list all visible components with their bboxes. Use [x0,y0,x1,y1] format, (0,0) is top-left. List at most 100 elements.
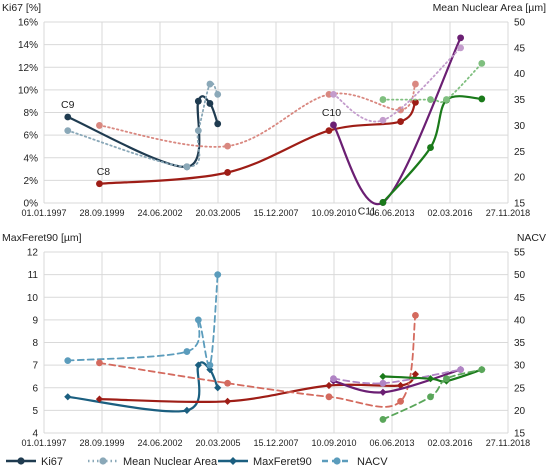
bottom-tick-labels: 45678910111215202530354045505501.01.1997… [21,248,530,449]
data-point [206,361,214,369]
series-line-c8-mean-nuclear-area [98,83,417,148]
y2-tick-label: 20 [514,173,526,184]
y2-tick-label: 50 [514,270,526,281]
y2-tick-label: 35 [514,338,526,349]
data-point [325,127,333,134]
bottom-left-axis-label: MaxFeret90 [µm] [2,232,82,244]
legend-label: Mean Nuclear Area [123,456,218,468]
y2-tick-label: 25 [514,147,526,158]
series-line-c10-ki67 [332,36,462,206]
data-point [64,127,72,134]
y-tick-label: 9 [32,315,38,326]
data-point [96,180,103,188]
y-tick-label: 16% [18,18,38,29]
data-point [96,359,103,367]
bottom-series [64,271,486,423]
data-point [325,393,333,401]
data-point [478,59,486,67]
y-tick-label: 7 [32,361,38,372]
y2-tick-label: 55 [514,248,526,259]
data-point [330,375,337,383]
x-tick-label: 15.12.2007 [253,438,298,448]
y-tick-label: 4 [32,429,38,440]
x-tick-label: 10.09.2010 [311,438,356,448]
legend-swatch-marker [17,457,25,465]
x-tick-label: 01.01.1997 [21,208,66,218]
data-point [397,118,404,125]
data-point [224,142,231,150]
data-point [427,393,434,401]
y-tick-label: 4% [24,153,39,164]
data-point [183,406,191,414]
data-point [397,397,404,405]
top-series [64,34,486,206]
data-point [64,113,72,121]
data-point [412,311,419,319]
legend-swatch-marker [99,457,107,465]
x-tick-label: 02.03.2016 [427,208,472,218]
y-tick-label: 10 [27,293,39,304]
data-point [396,381,405,390]
x-tick-label: 24.06.2002 [137,438,182,448]
legend-swatch-marker [333,457,341,465]
y-tick-label: 6 [32,383,38,394]
y-tick-label: 0% [24,199,39,210]
series-line-c11-maxferet90 [381,368,483,383]
y2-tick-label: 20 [514,406,526,417]
top-panel: Ki67 [%] Mean Nuclear Area [µm] 0% 2% 4% 6%… [2,2,546,218]
series-line-c11-mean-nuclear-area [382,62,483,104]
data-point [426,375,435,383]
data-point [214,120,222,128]
y2-tick-label: 25 [514,383,526,394]
data-point [223,397,232,405]
x-tick-label: 27.11.2018 [486,438,530,448]
y2-tick-label: 15 [514,429,526,440]
top-left-axis-label: Ki67 [%] [2,2,41,14]
data-point [443,96,450,103]
data-point [427,144,434,151]
top-annotations: C9 C8 C10 C11 [61,99,376,217]
data-point [96,122,103,129]
data-point [214,384,222,392]
annotation-c10: C10 [322,107,341,119]
data-point [206,80,214,88]
y-tick-label: 2% [24,176,39,187]
y-tick-label: 14% [18,40,38,51]
y-tick-label: 6% [24,131,39,142]
y-tick-label: 10% [18,85,38,96]
data-point [478,95,486,103]
data-point [379,372,387,381]
y2-tick-label: 40 [514,315,526,326]
data-point [183,163,191,171]
data-point [64,357,72,364]
x-tick-label: 28.09.1999 [79,208,124,218]
x-tick-label: 28.09.1999 [79,438,124,448]
series-line-c9-nacv [66,273,219,367]
x-tick-label: 06.06.2013 [369,438,414,448]
series-line-c8-ki67 [98,101,417,185]
data-point [427,96,434,103]
series-line-c8-maxferet90 [98,373,417,404]
y-tick-label: 11 [28,270,39,281]
data-point [194,361,202,369]
y2-tick-label: 30 [514,121,526,132]
y2-tick-label: 40 [514,69,526,80]
series-line-c11-nacv [382,368,483,421]
annotation-c8: C8 [97,166,111,178]
data-point [379,199,387,206]
annotation-c9: C9 [61,99,75,111]
y2-tick-label: 45 [514,43,526,54]
data-point [457,366,465,374]
y2-tick-label: 30 [514,361,526,372]
y-tick-label: 5 [32,406,38,417]
top-tick-labels: 0% 2% 4% 6% 8% 10% 12% 14% 16% 15 20 25 30 35 40 45 50 01… [18,18,530,219]
data-point [411,370,420,378]
x-tick-label: 27.11.2018 [486,208,530,218]
data-point [412,98,419,106]
data-point [457,34,465,42]
series-line-c8-nacv [98,314,417,408]
data-point [194,316,202,324]
top-grid [43,21,509,204]
series-line-c11-ki67 [381,95,483,204]
series-line-c9-maxferet90 [66,361,219,413]
